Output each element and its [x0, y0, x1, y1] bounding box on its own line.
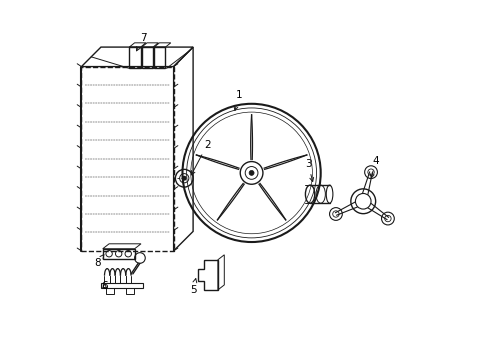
- Circle shape: [248, 170, 254, 175]
- Text: 7: 7: [136, 33, 146, 51]
- Text: 4: 4: [369, 156, 378, 178]
- Circle shape: [182, 176, 185, 180]
- Text: 8: 8: [94, 255, 103, 268]
- Text: 5: 5: [189, 279, 196, 295]
- Text: 6: 6: [101, 281, 107, 291]
- Text: 2: 2: [191, 140, 210, 175]
- Text: 1: 1: [234, 90, 242, 111]
- Text: 3: 3: [305, 159, 313, 181]
